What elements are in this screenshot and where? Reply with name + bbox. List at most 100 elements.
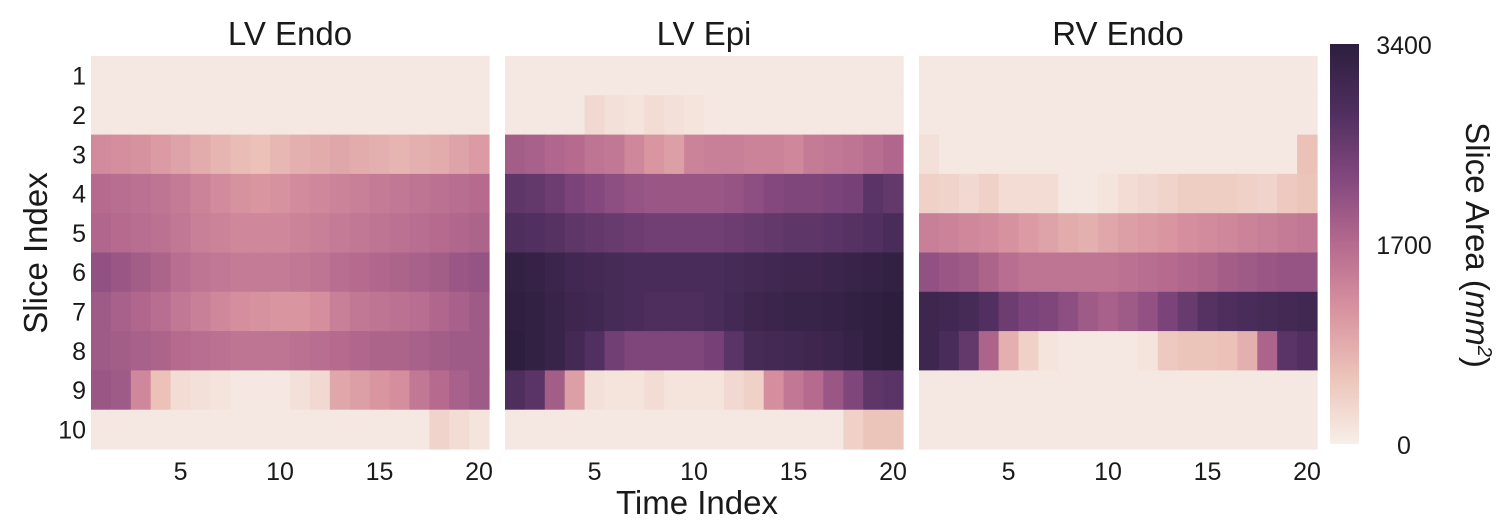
heatmap-cell	[429, 56, 450, 96]
heatmap-cell	[524, 252, 546, 293]
heatmap-cell	[1277, 252, 1298, 293]
heatmap-cell	[1038, 95, 1059, 136]
heatmap-cell	[369, 173, 391, 214]
heatmap-cell	[1197, 252, 1219, 293]
heatmap-cell	[1058, 173, 1079, 214]
heatmap-cell	[409, 134, 430, 175]
heatmap-cell	[369, 331, 391, 371]
heatmap-cell	[210, 173, 231, 214]
x-tick-label: 15	[780, 458, 808, 486]
heatmap-cell	[230, 409, 251, 450]
heatmap-cell	[130, 173, 152, 214]
heatmap-cell	[1078, 291, 1099, 332]
heatmap-cell	[1038, 291, 1059, 332]
heatmap-cell	[270, 56, 291, 96]
heatmap-cell	[190, 95, 211, 136]
heatmap-cell	[309, 56, 331, 96]
heatmap-cell	[1018, 56, 1039, 96]
heatmap-cell	[230, 213, 251, 254]
heatmap-cell	[369, 213, 391, 254]
heatmap-cell	[1177, 331, 1199, 371]
heatmap-cell	[624, 95, 645, 136]
heatmap-cell	[1177, 370, 1199, 411]
heatmap-cell	[1137, 173, 1159, 214]
heatmap-cell	[978, 173, 1000, 214]
heatmap-cell	[704, 409, 725, 450]
heatmap-cell	[664, 213, 685, 254]
heatmap-cell	[723, 95, 745, 136]
heatmap-cell	[584, 370, 606, 411]
heatmap-cell	[1118, 213, 1139, 254]
heatmap-cell	[1098, 134, 1119, 175]
heatmap-cell	[919, 173, 940, 214]
heatmap-cell	[919, 56, 940, 96]
heatmap-cell	[1018, 252, 1039, 293]
heatmap-cell	[1018, 173, 1039, 214]
heatmap-cell	[369, 134, 391, 175]
heatmap-cell	[1078, 56, 1099, 96]
heatmap-cell	[723, 370, 745, 411]
heatmap-cell	[429, 331, 450, 371]
heatmap-cell	[329, 95, 351, 136]
heatmap-cell	[1137, 252, 1159, 293]
heatmap-cell	[469, 213, 490, 254]
heatmap-cell	[584, 252, 606, 293]
heatmap-cell	[763, 409, 785, 450]
heatmap-cell	[505, 173, 526, 214]
heatmap-cell	[803, 213, 824, 254]
heatmap-cell	[544, 56, 566, 96]
heatmap-cell	[505, 95, 526, 136]
heatmap-cell	[250, 56, 271, 96]
heatmap-cell	[230, 252, 251, 293]
heatmap-cell	[624, 409, 645, 450]
heatmap-cell	[309, 213, 331, 254]
heatmap-cell	[1257, 56, 1278, 96]
heatmap-cell	[783, 56, 805, 96]
heatmap-cell	[584, 56, 606, 96]
heatmap-cell	[938, 252, 960, 293]
heatmap-cell	[91, 370, 112, 411]
heatmap-cell	[1098, 56, 1119, 96]
heatmap-cell	[604, 95, 625, 136]
heatmap-cell	[1118, 291, 1139, 332]
heatmap-cell	[938, 409, 960, 450]
heatmap-cell	[783, 409, 805, 450]
heatmap-cell	[604, 291, 625, 332]
heatmap-cell	[723, 291, 745, 332]
heatmap-cell	[978, 331, 1000, 371]
heatmap-cell	[130, 95, 152, 136]
heatmap-cell	[783, 213, 805, 254]
heatmap-cell	[823, 331, 844, 371]
heatmap-cell	[763, 213, 785, 254]
heatmap-cell	[1257, 213, 1278, 254]
heatmap-cell	[883, 370, 904, 411]
heatmap-cell	[919, 291, 940, 332]
heatmap-cell	[150, 56, 172, 96]
heatmap-cell	[130, 56, 152, 96]
heatmap-cell	[843, 95, 864, 136]
heatmap-cell	[1277, 409, 1298, 450]
heatmap-cell	[1018, 291, 1039, 332]
heatmap-cell	[1297, 370, 1318, 411]
heatmap-cell	[883, 331, 904, 371]
heatmap-cell	[863, 95, 884, 136]
heatmap-cell	[91, 331, 112, 371]
x-tick-label: 15	[1194, 458, 1222, 486]
heatmap-cell	[270, 331, 291, 371]
heatmap-cell	[329, 409, 351, 450]
heatmap-cell	[290, 331, 311, 371]
heatmap-cell	[524, 213, 546, 254]
heatmap-cell	[524, 409, 546, 450]
colorbar-label-unit: mm	[1459, 291, 1496, 346]
heatmap-cell	[1157, 173, 1179, 214]
heatmap-cell	[1197, 56, 1219, 96]
heatmap-cell	[1038, 56, 1059, 96]
heatmap-cell	[644, 134, 665, 175]
heatmap-cell	[863, 331, 884, 371]
heatmap-cell	[409, 370, 430, 411]
heatmap-cell	[1038, 331, 1059, 371]
heatmap-cell	[210, 213, 231, 254]
heatmap-cell	[1098, 370, 1119, 411]
heatmap-cell	[564, 173, 586, 214]
heatmap-cell	[210, 56, 231, 96]
